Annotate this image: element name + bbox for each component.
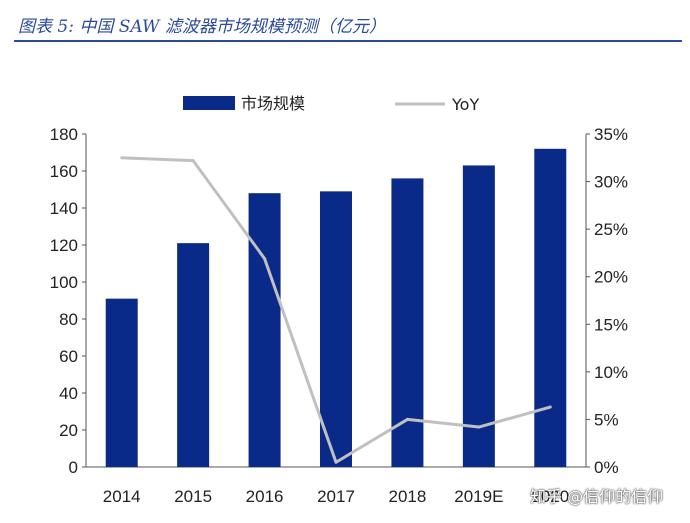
yoy-point	[263, 257, 267, 261]
bar	[320, 191, 352, 467]
x-tick-label: 2019E	[454, 487, 503, 506]
bar	[248, 193, 281, 467]
x-tick-label: 2015	[174, 487, 212, 506]
legend-label-line: YoY	[451, 95, 479, 114]
y-left-tick-label: 40	[59, 384, 78, 403]
y-right-tick-label: 5%	[594, 410, 619, 429]
y-right-tick-label: 15%	[594, 315, 628, 334]
bar	[391, 178, 424, 467]
y-left-tick-label: 120	[50, 236, 78, 255]
y-left-tick-label: 180	[50, 125, 78, 144]
y-right-tick-label: 35%	[594, 125, 628, 144]
bar	[534, 148, 567, 468]
watermark: 知乎 @信仰的信仰	[530, 487, 664, 506]
x-tick-label: 2020	[531, 487, 569, 506]
y-right-tick-label: 25%	[594, 220, 628, 239]
line-series	[120, 156, 552, 464]
x-tick-label: 2016	[246, 487, 284, 506]
legend-label-bar: 市场规模	[241, 94, 305, 113]
x-tick-label: 2018	[389, 487, 427, 506]
y-right-tick-label: 20%	[594, 268, 628, 287]
legend-swatch-bar	[183, 96, 235, 110]
y-left-tick-label: 160	[50, 162, 78, 181]
yoy-point	[477, 425, 481, 429]
figure-title: 图表 5: 中国 SAW 滤波器市场规模预测（亿元）	[18, 17, 386, 37]
yoy-point	[191, 159, 195, 163]
yoy-point	[548, 405, 552, 409]
x-axis-ticks: 2014 2015 2016 2017 2018 2019E 2020	[103, 487, 569, 506]
y-right-tick-label: 30%	[594, 173, 628, 192]
y-left-tick-label: 140	[50, 199, 78, 218]
y-left-tick-label: 60	[59, 347, 78, 366]
y-left-ticks: 0 20 40 60 80 100 120 140 160 180	[50, 125, 86, 477]
y-left-tick-label: 0	[69, 458, 78, 477]
y-left-tick-label: 80	[59, 310, 78, 329]
y-right-tick-label: 10%	[594, 363, 628, 382]
y-right-ticks: 0% 5% 10% 15% 20% 25% 30% 35%	[586, 125, 628, 477]
yoy-point	[405, 417, 409, 421]
x-tick-label: 2014	[103, 487, 141, 506]
y-left-tick-label: 20	[59, 421, 78, 440]
figure-header: 图表 5: 中国 SAW 滤波器市场规模预测（亿元）	[14, 8, 682, 42]
y-left-tick-label: 100	[50, 273, 78, 292]
yoy-point	[334, 460, 338, 464]
bar-series	[105, 148, 567, 468]
bar	[177, 243, 210, 467]
x-tick-label: 2017	[317, 487, 355, 506]
bar	[105, 298, 138, 467]
yoy-point	[120, 156, 124, 160]
y-right-tick-label: 0%	[594, 458, 619, 477]
bar	[462, 165, 495, 467]
legend: 市场规模 YoY	[183, 94, 479, 114]
